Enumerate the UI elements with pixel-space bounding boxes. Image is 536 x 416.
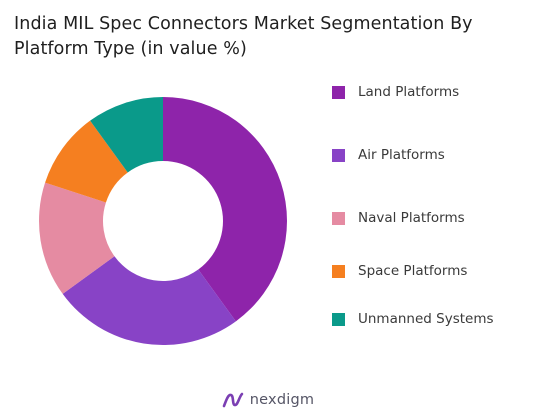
legend-label: Land Platforms: [358, 84, 460, 100]
legend-swatch: [332, 312, 345, 326]
slice-air-platforms: [62, 256, 236, 345]
legend-item-naval-platforms: Naval Platforms: [332, 208, 532, 228]
legend-label: Naval Platforms: [358, 210, 465, 226]
legend-swatch: [332, 148, 345, 162]
slice-space-platforms: [45, 120, 128, 203]
slice-naval-platforms: [39, 182, 115, 294]
legend-item-land-platforms: Land Platforms: [332, 82, 532, 102]
legend-label: Unmanned Systems: [358, 311, 494, 327]
legend-item-unmanned-systems: Unmanned Systems: [332, 309, 532, 329]
legend-swatch: [332, 85, 345, 99]
brand-name: nexdigm: [249, 392, 315, 408]
legend-swatch: [332, 211, 345, 225]
legend-item-air-platforms: Air Platforms: [332, 145, 532, 165]
legend-swatch: [332, 264, 345, 278]
nexdigm-logo-icon: [222, 392, 244, 408]
brand-footer: nexdigm: [0, 388, 536, 412]
donut-slices: [39, 97, 287, 345]
slice-unmanned-systems: [90, 97, 163, 173]
legend-label: Space Platforms: [358, 263, 468, 279]
legend-item-space-platforms: Space Platforms: [332, 261, 532, 281]
slice-land-platforms: [163, 97, 287, 322]
chart-title: India MIL Spec Connectors Market Segment…: [14, 14, 473, 59]
legend-label: Air Platforms: [358, 147, 445, 163]
